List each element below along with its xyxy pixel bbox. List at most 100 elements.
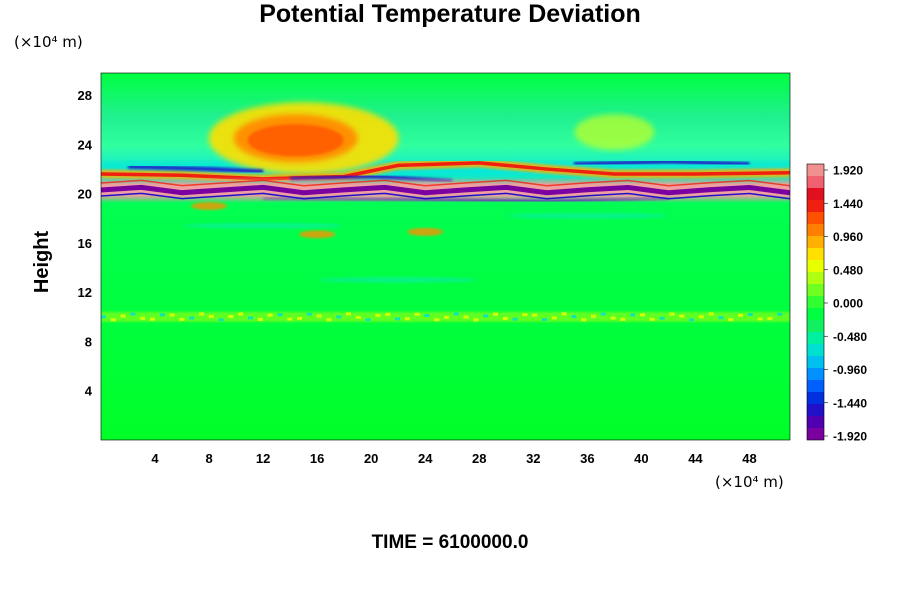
x-tick-label: 20 [364, 451, 378, 466]
weak-layer-speckle [228, 315, 234, 319]
colorbar-label: 1.920 [833, 164, 863, 178]
weak-layer-speckle [649, 317, 655, 321]
colorbar-label: 0.960 [833, 230, 863, 244]
weak-layer-speckle [434, 318, 440, 322]
x-tick-label: 12 [256, 451, 270, 466]
warm-spot [407, 227, 444, 236]
colorbar-label: 0.480 [833, 263, 863, 277]
x-tick-label: 36 [580, 451, 594, 466]
weak-layer-speckle [453, 312, 459, 316]
weak-layer-speckle [110, 318, 116, 322]
weak-layer-speckle [444, 315, 449, 319]
weak-layer-speckle [150, 317, 155, 321]
warm-blob-right [574, 114, 655, 151]
weak-layer-speckle [738, 313, 743, 317]
warm-anomaly-core [247, 124, 344, 157]
weak-layer-speckle [414, 312, 420, 316]
weak-layer-speckle [404, 317, 410, 321]
weak-layer-speckle [630, 313, 636, 317]
y-tick-label: 28 [78, 88, 92, 103]
weak-layer-speckle [473, 318, 479, 322]
x-tick-label: 44 [688, 451, 703, 466]
weak-layer-speckle [698, 315, 704, 319]
weak-layer-speckle [777, 312, 783, 316]
weak-layer-speckle [140, 316, 146, 320]
y-axis-ticks: 4 8 12 16 20 24 28 [78, 88, 93, 399]
main-layer-edge-warm [101, 179, 790, 187]
field-background [101, 73, 790, 440]
weak-layer-speckle [336, 315, 342, 319]
weak-layer-speckle [424, 314, 430, 318]
weak-layer-speckle [306, 312, 312, 316]
weak-layer-speckle [218, 318, 224, 322]
weak-layer-speckle [159, 313, 165, 317]
x-tick-label: 48 [742, 451, 756, 466]
cold-streak [573, 159, 750, 167]
weak-layer-speckle [561, 312, 567, 316]
y-tick-label: 12 [78, 285, 92, 300]
weak-layer-speckle [208, 314, 214, 318]
weak-layer-speckle [610, 316, 616, 320]
weak-layer-speckle [591, 314, 596, 318]
weak-layer-speckle [189, 316, 195, 320]
cold-streak [127, 164, 264, 174]
x-tick-label: 16 [310, 451, 324, 466]
x-tick-label: 28 [472, 451, 486, 466]
weak-layer-speckle [532, 313, 538, 317]
weak-layer-speckle [179, 317, 185, 321]
warm-spot [299, 230, 336, 239]
weak-layer-speckle [238, 312, 244, 316]
weak-layer-speckle [355, 315, 361, 319]
weak-layer-speckle [365, 318, 371, 322]
x-tick-label: 40 [634, 451, 648, 466]
weak-layer-speckle [522, 313, 528, 317]
colorbar-label: -0.480 [833, 330, 867, 344]
weak-layer-speckle [669, 312, 675, 316]
y-tick-label: 16 [78, 236, 92, 251]
weak-layer-speckle [640, 313, 645, 317]
x-tick-label: 4 [151, 451, 159, 466]
weak-layer-speckle [483, 314, 489, 318]
weak-layer-speckle [728, 318, 734, 322]
weak-layer-speckle [463, 315, 469, 319]
colorbar-label: -1.440 [833, 396, 867, 410]
weak-layer-speckle [689, 318, 694, 322]
colorbar-label: 1.440 [833, 197, 863, 211]
x-tick-label: 32 [526, 451, 540, 466]
weak-layer-speckle [277, 313, 283, 317]
weak-layer-speckle [551, 316, 557, 320]
weak-layer-speckle [346, 312, 351, 316]
weak-layer-speckle [757, 317, 763, 321]
weak-layer-speckle [747, 313, 753, 317]
weak-layer-speckle [620, 317, 626, 321]
weak-layer-speckle [130, 312, 136, 316]
weak-layer-speckle [257, 317, 263, 321]
main-layer-core [101, 184, 790, 196]
colorbar-label: -0.960 [833, 363, 867, 377]
y-tick-label: 20 [78, 187, 92, 202]
weak-layer-speckle [718, 316, 724, 320]
heatmap-field [101, 73, 790, 440]
weak-layer-speckle [101, 315, 106, 319]
x-tick-label: 24 [418, 451, 433, 466]
weak-layer-speckle [542, 318, 547, 322]
weak-layer-speckle [571, 315, 577, 319]
weak-layer-speckle [767, 317, 773, 321]
y-tick-label: 24 [78, 137, 93, 152]
weak-layer-speckle [512, 317, 518, 321]
weak-layer-speckle [581, 318, 587, 322]
y-axis-label: Height [31, 231, 53, 294]
y-tick-label: 8 [85, 334, 92, 349]
warm-spot [191, 202, 228, 211]
weak-layer-speckle [375, 313, 381, 317]
y-axis-units: (×10⁴ m) [14, 33, 83, 51]
weak-layer-speckle [120, 314, 126, 318]
cool-wisp [507, 212, 668, 219]
colorbar-label: -1.920 [833, 430, 867, 444]
x-axis-units: (×10⁴ m) [715, 473, 784, 491]
weak-layer-speckle [708, 312, 714, 316]
weak-layer-speckle [297, 316, 302, 320]
weak-layer-speckle [287, 317, 293, 321]
weak-layer-speckle [199, 312, 204, 316]
